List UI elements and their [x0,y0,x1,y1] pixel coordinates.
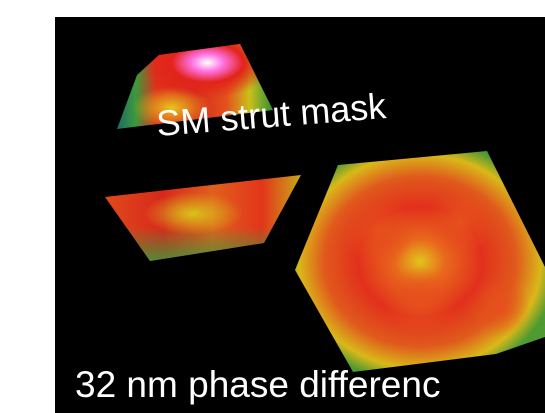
phase-map-image [105,44,545,372]
top-trapezoid-segment [117,44,273,129]
middle-trapezoid-segment [105,175,301,261]
hexagon-segment [295,151,545,372]
phase-map-panel [55,17,545,413]
phase-difference-caption: 32 nm phase differenc [75,364,441,405]
